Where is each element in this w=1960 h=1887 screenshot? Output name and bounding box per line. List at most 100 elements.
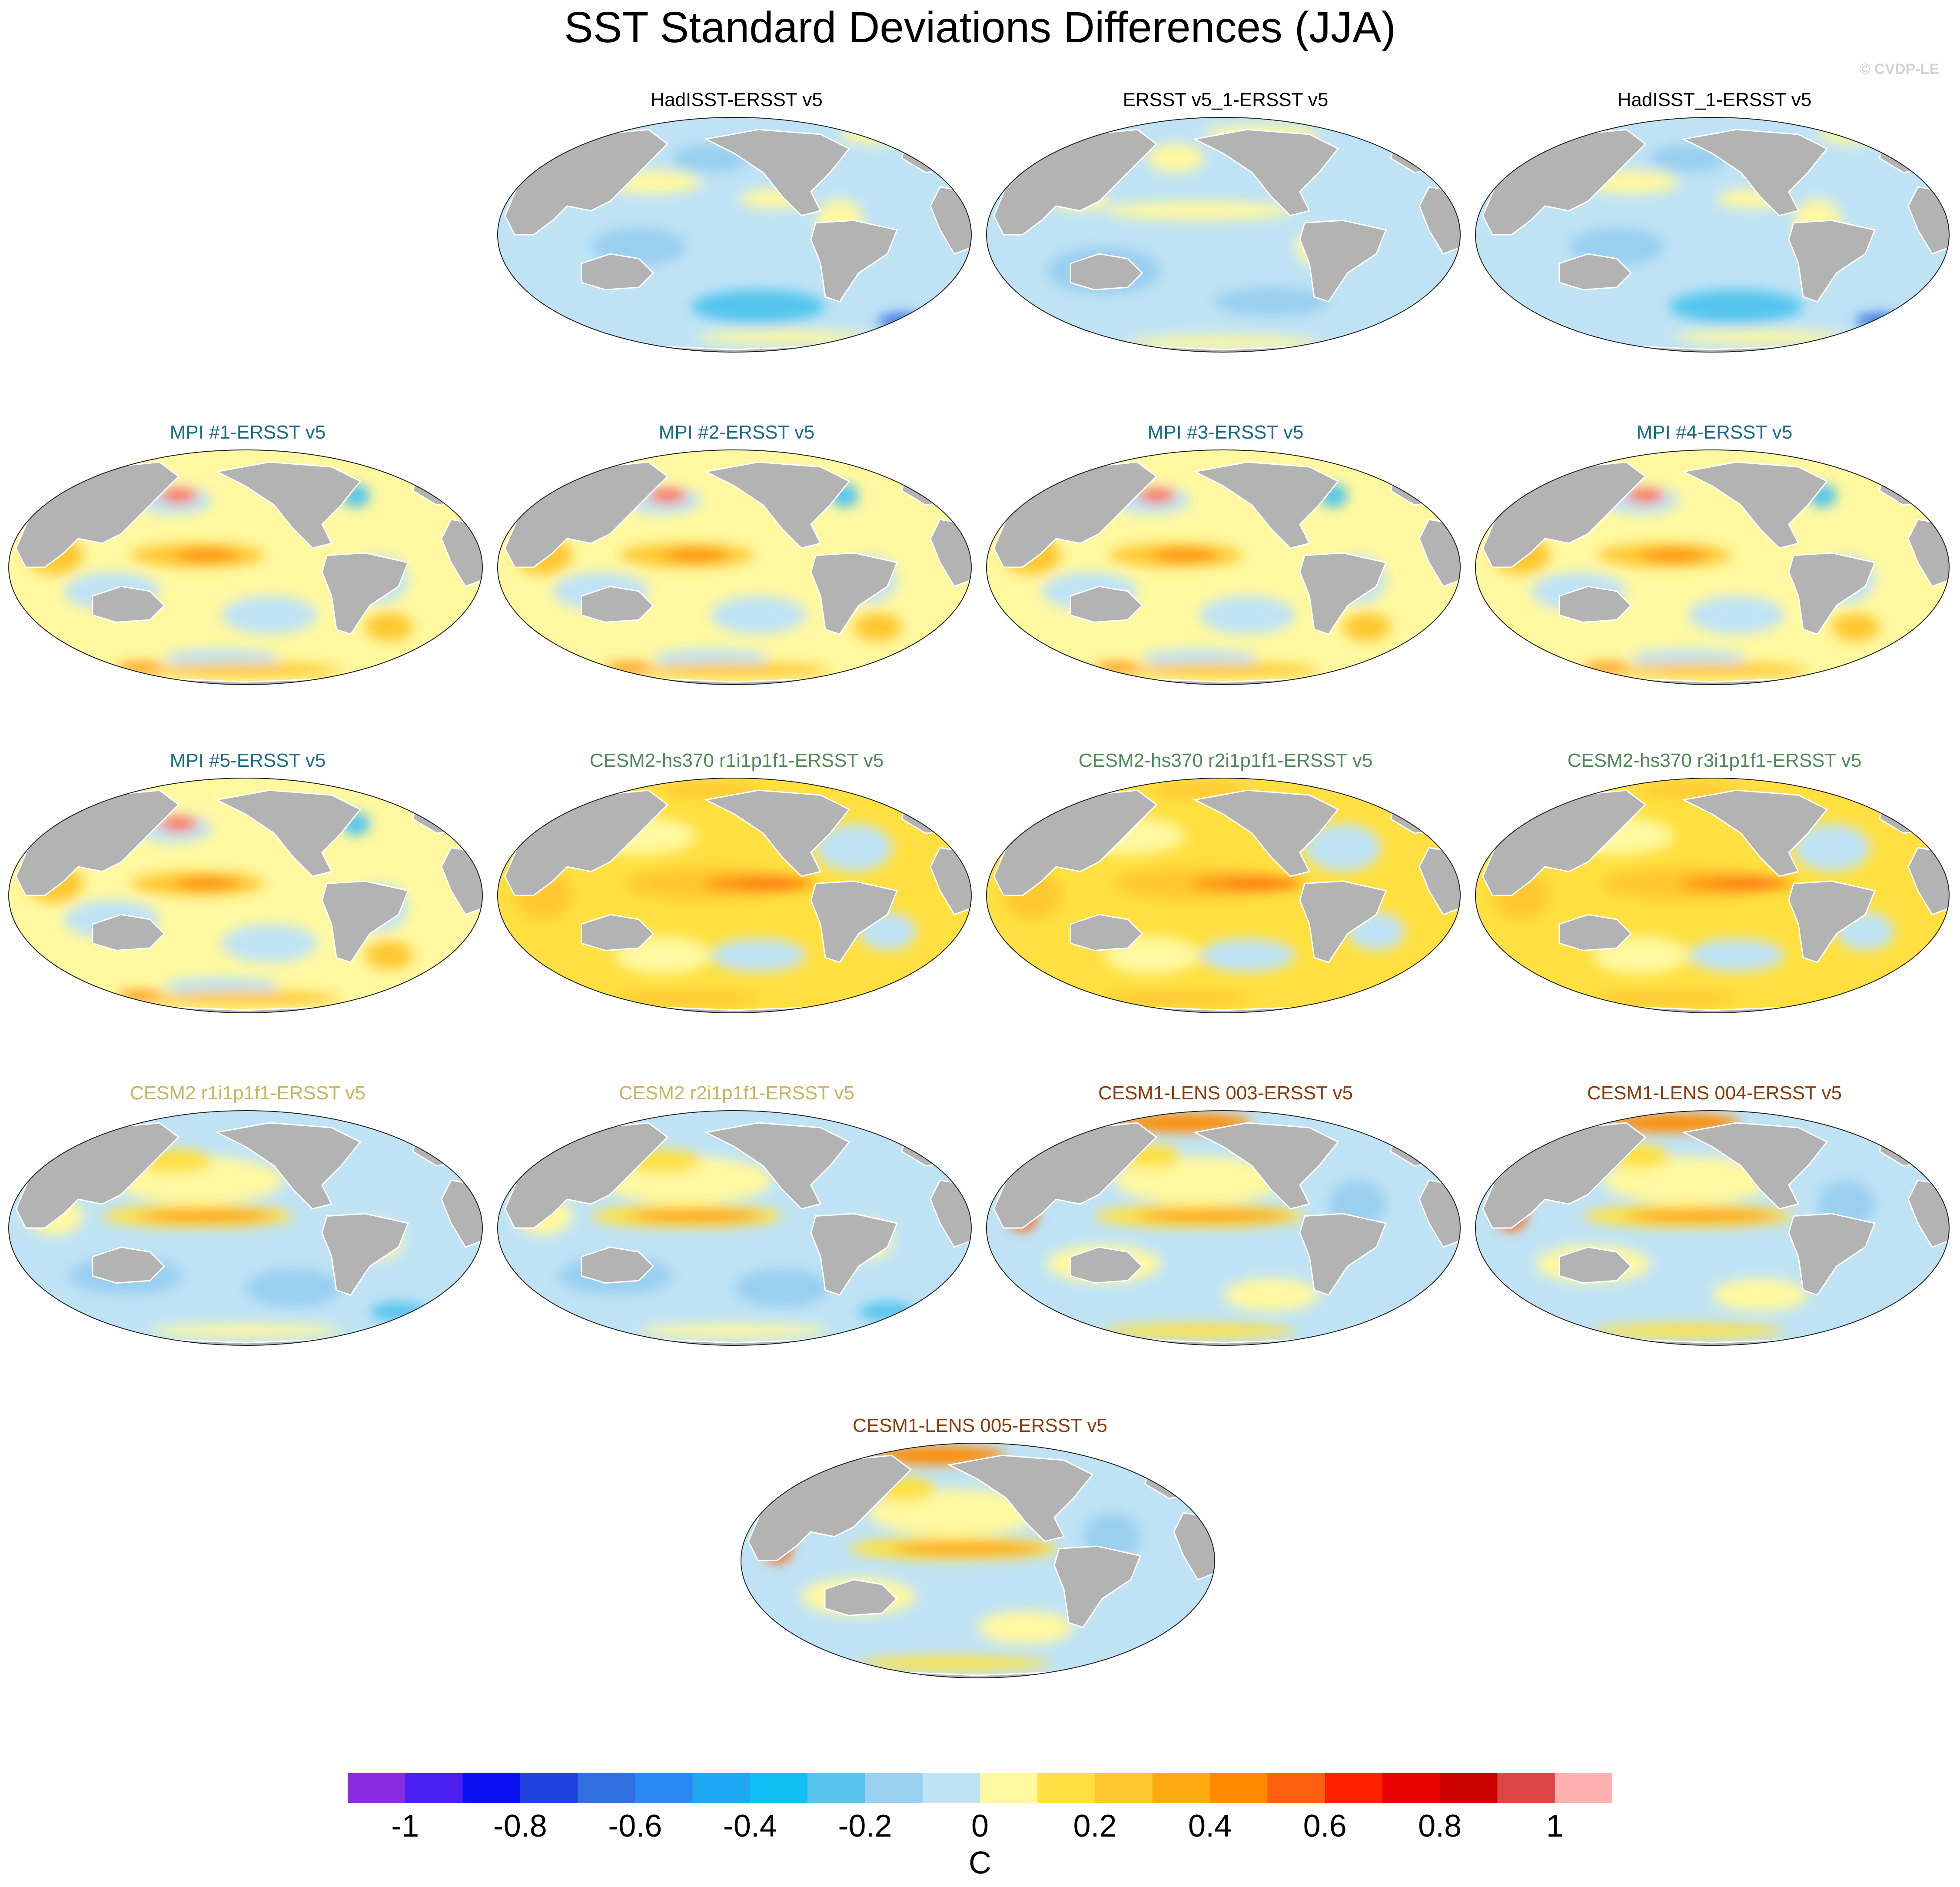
map-border bbox=[8, 1110, 483, 1346]
colorbar-swatch bbox=[807, 1773, 865, 1803]
anomaly-region bbox=[653, 649, 768, 668]
anomaly-region bbox=[1104, 201, 1295, 220]
anomaly-region bbox=[859, 1302, 916, 1321]
map-panel: CESM2-hs370 r2i1p1f1-ERSST v5 bbox=[984, 748, 1467, 1078]
colorbar-tick-label: -0.6 bbox=[608, 1809, 662, 1844]
anomaly-region bbox=[1104, 1324, 1295, 1338]
land-mask bbox=[1558, 1246, 1632, 1284]
land-mask bbox=[1070, 586, 1143, 623]
colorbar-swatch bbox=[348, 1773, 405, 1803]
colorbar-tick-labels: -1 -0.8 -0.6 -0.4 -0.2 0 0.2 0.4 0.6 0.8 1 bbox=[348, 1808, 1612, 1847]
map-field bbox=[497, 778, 972, 1013]
land-mask bbox=[810, 220, 898, 303]
map-panel: MPI #5-ERSST v5 bbox=[7, 748, 489, 1078]
map-border bbox=[1475, 778, 1950, 1013]
colorbar-swatch bbox=[1555, 1773, 1612, 1803]
anomaly-region bbox=[663, 783, 758, 798]
anomaly-region bbox=[854, 612, 902, 642]
colorbar-tick-label: -0.8 bbox=[493, 1809, 547, 1844]
anomaly-region bbox=[1712, 1278, 1808, 1312]
land-mask bbox=[810, 1213, 898, 1296]
colorbar-tick-label: -0.2 bbox=[838, 1809, 892, 1844]
colorbar-tick-label: 0.4 bbox=[1188, 1809, 1232, 1844]
map-border bbox=[1475, 449, 1950, 685]
anomaly-region bbox=[1343, 612, 1391, 642]
anomaly-region bbox=[1641, 549, 1708, 562]
land-mask bbox=[1193, 1122, 1339, 1210]
anomaly-region bbox=[150, 1324, 341, 1338]
anomaly-region bbox=[739, 880, 806, 887]
anomaly-region bbox=[1142, 649, 1257, 668]
map-field bbox=[1475, 449, 1950, 685]
anomaly-region bbox=[159, 816, 198, 831]
map-border bbox=[986, 778, 1461, 1013]
panel-title: MPI #3-ERSST v5 bbox=[1147, 422, 1304, 443]
map-border bbox=[741, 1443, 1215, 1678]
land-mask bbox=[215, 789, 362, 877]
land-mask bbox=[1299, 220, 1387, 303]
anomaly-region bbox=[164, 649, 279, 668]
colorbar-swatch bbox=[1210, 1773, 1268, 1803]
map-field bbox=[986, 778, 1461, 1013]
land-mask bbox=[321, 1213, 409, 1296]
land-mask bbox=[1299, 1213, 1387, 1296]
anomaly-region bbox=[1626, 1211, 1779, 1221]
land-mask bbox=[92, 1246, 166, 1284]
map-field bbox=[8, 1110, 483, 1346]
anomaly-region bbox=[1128, 663, 1319, 677]
colorbar-tick-label: 0.2 bbox=[1073, 1809, 1117, 1844]
anomaly-region bbox=[734, 1268, 830, 1307]
land-mask bbox=[1681, 1122, 1828, 1210]
panel-title: CESM2 r1i1p1f1-ERSST v5 bbox=[130, 1082, 366, 1104]
map-field bbox=[497, 1110, 972, 1346]
anomaly-region bbox=[174, 877, 241, 890]
anomaly-region bbox=[1669, 290, 1803, 323]
colorbar-swatch bbox=[405, 1773, 463, 1803]
anomaly-region bbox=[1832, 612, 1880, 642]
map-panel: CESM1-LENS 004-ERSST v5 bbox=[1473, 1080, 1956, 1411]
anomaly-region bbox=[1128, 335, 1319, 349]
page-title: SST Standard Deviations Differences (JJA… bbox=[564, 3, 1396, 52]
map-field bbox=[986, 449, 1461, 685]
land-mask bbox=[1299, 880, 1387, 963]
land-mask bbox=[704, 789, 850, 877]
anomaly-region bbox=[370, 1302, 427, 1321]
colorbar-swatch bbox=[1497, 1773, 1555, 1803]
colorbar-swatch bbox=[578, 1773, 635, 1803]
colorbar-swatch bbox=[750, 1773, 808, 1803]
land-mask bbox=[1193, 789, 1339, 877]
land-mask bbox=[1070, 253, 1143, 291]
anomaly-region bbox=[1223, 1278, 1319, 1312]
map-panel: MPI #1-ERSST v5 bbox=[7, 419, 489, 750]
land-mask bbox=[704, 461, 850, 549]
land-mask bbox=[581, 586, 654, 623]
land-mask bbox=[810, 880, 898, 963]
anomaly-region bbox=[663, 549, 730, 562]
anomaly-region bbox=[1688, 939, 1784, 972]
land-mask bbox=[215, 461, 362, 549]
colorbar-tick-label: 0.8 bbox=[1418, 1809, 1462, 1844]
map-border bbox=[1475, 1110, 1950, 1346]
colorbar-tick-label: 0.6 bbox=[1303, 1809, 1347, 1844]
land-mask bbox=[1558, 253, 1632, 291]
panel-title: CESM1-LENS 005-ERSST v5 bbox=[852, 1415, 1108, 1436]
colorbar-unit: C bbox=[969, 1846, 991, 1880]
land-mask bbox=[1788, 552, 1876, 635]
anomaly-region bbox=[150, 663, 341, 677]
land-mask bbox=[321, 880, 409, 963]
land-mask bbox=[1558, 586, 1632, 623]
land-mask bbox=[1788, 220, 1876, 303]
colorbar-tick-label: 0 bbox=[971, 1809, 989, 1844]
land-mask bbox=[92, 914, 166, 952]
map-panel: CESM2-hs370 r3i1p1f1-ERSST v5 bbox=[1473, 748, 1956, 1078]
map-panel: MPI #2-ERSST v5 bbox=[495, 419, 978, 750]
anomaly-region bbox=[159, 488, 198, 503]
panel-title: CESM2-hs370 r3i1p1f1-ERSST v5 bbox=[1567, 750, 1862, 771]
colorbar-swatch bbox=[1152, 1773, 1210, 1803]
anomaly-region bbox=[1593, 991, 1736, 1005]
map-panel: CESM1-LENS 003-ERSST v5 bbox=[984, 1080, 1467, 1411]
anomaly-region bbox=[696, 330, 868, 345]
map-panel: CESM1-LENS 005-ERSST v5 bbox=[739, 1413, 1221, 1743]
colorbar-swatch bbox=[1267, 1773, 1325, 1803]
map-panel: MPI #4-ERSST v5 bbox=[1473, 419, 1956, 750]
